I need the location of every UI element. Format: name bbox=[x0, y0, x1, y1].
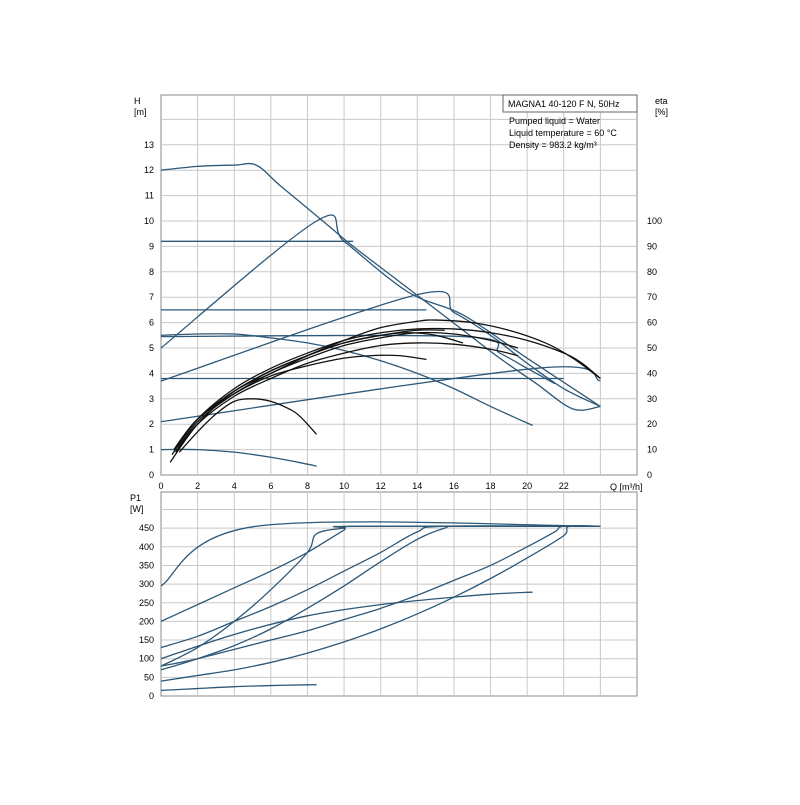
title-box bbox=[502, 94, 638, 113]
head-curve bbox=[160, 162, 601, 411]
head-tick-label: 3 bbox=[149, 394, 154, 404]
power-y-ticks: 0 50 100 150 200 250 300 350 400 450 bbox=[139, 523, 154, 701]
head-tick-label: 7 bbox=[149, 292, 154, 302]
axis-label-line: H bbox=[134, 96, 141, 106]
power-tick-label: 0 bbox=[149, 691, 154, 701]
head-curve bbox=[160, 334, 555, 385]
head-tick-label: 8 bbox=[149, 267, 154, 277]
eta-axis-label: eta [%] bbox=[655, 96, 668, 117]
power-curve bbox=[160, 525, 601, 667]
head-tick-label: 13 bbox=[144, 140, 154, 150]
eta-tick-label: 80 bbox=[647, 267, 657, 277]
power-tick-label: 100 bbox=[139, 654, 154, 664]
q-tick-label: 12 bbox=[376, 481, 386, 491]
q-tick-label: 16 bbox=[449, 481, 459, 491]
q-tick-label: 10 bbox=[339, 481, 349, 491]
eta-tick-label: 30 bbox=[647, 394, 657, 404]
axis-label-line: [%] bbox=[655, 107, 668, 117]
head-tick-label: 0 bbox=[149, 470, 154, 480]
power-tick-label: 250 bbox=[139, 598, 154, 608]
power-curves bbox=[160, 521, 601, 692]
efficiency-curve bbox=[178, 398, 318, 453]
eta-tick-label: 40 bbox=[647, 368, 657, 378]
q-tick-label: 18 bbox=[486, 481, 496, 491]
power-curve bbox=[160, 684, 317, 692]
power-curve bbox=[160, 524, 601, 682]
power-curve bbox=[160, 591, 534, 660]
head-tick-label: 6 bbox=[149, 318, 154, 328]
head-curve bbox=[160, 214, 601, 407]
annotation-liquid: Pumped liquid = Water bbox=[509, 116, 600, 126]
efficiency-curves bbox=[169, 319, 601, 463]
axis-label-line: P1 bbox=[130, 493, 141, 503]
head-tick-label: 12 bbox=[144, 165, 154, 175]
q-tick-label: 0 bbox=[158, 481, 163, 491]
head-tick-label: 4 bbox=[149, 368, 154, 378]
head-tick-label: 1 bbox=[149, 445, 154, 455]
q-x-ticks: 0 2 4 6 8 10 12 14 16 18 20 22 bbox=[158, 481, 568, 491]
head-tick-label: 2 bbox=[149, 419, 154, 429]
axis-label-line: eta bbox=[655, 96, 668, 106]
chart-title: MAGNA1 40-120 F N, 50Hz bbox=[508, 99, 620, 109]
power-curve bbox=[160, 525, 601, 671]
annotation-density: Density = 983.2 kg/m³ bbox=[509, 140, 597, 150]
q-tick-label: 4 bbox=[232, 481, 237, 491]
head-tick-label: 9 bbox=[149, 241, 154, 251]
eta-tick-label: 20 bbox=[647, 419, 657, 429]
head-curve bbox=[160, 333, 533, 427]
q-tick-label: 2 bbox=[195, 481, 200, 491]
axis-label-line: [m] bbox=[134, 107, 147, 117]
head-curve bbox=[160, 448, 317, 467]
q-tick-label: 20 bbox=[522, 481, 532, 491]
eta-tick-label: 60 bbox=[647, 318, 657, 328]
head-plot-frame bbox=[160, 94, 638, 476]
q-tick-label: 8 bbox=[305, 481, 310, 491]
eta-tick-label: 100 bbox=[647, 216, 662, 226]
head-tick-label: 11 bbox=[145, 191, 154, 201]
power-tick-label: 400 bbox=[139, 542, 154, 552]
power-tick-label: 300 bbox=[139, 579, 154, 589]
head-grid bbox=[161, 95, 637, 475]
eta-tick-label: 90 bbox=[647, 241, 657, 251]
head-tick-label: 5 bbox=[149, 343, 154, 353]
annotation-temperature: Liquid temperature = 60 °C bbox=[509, 128, 617, 138]
head-axis-label: H [m] bbox=[134, 96, 147, 117]
efficiency-curve bbox=[176, 329, 445, 448]
power-tick-label: 200 bbox=[139, 616, 154, 626]
power-tick-label: 150 bbox=[139, 635, 154, 645]
q-tick-label: 6 bbox=[268, 481, 273, 491]
efficiency-curve bbox=[171, 327, 601, 456]
q-tick-label: 22 bbox=[559, 481, 569, 491]
power-tick-label: 450 bbox=[139, 523, 154, 533]
eta-tick-label: 50 bbox=[647, 343, 657, 353]
eta-y-ticks: 0 10 20 30 40 50 60 70 80 90 100 bbox=[647, 216, 662, 480]
power-curve bbox=[160, 525, 601, 649]
eta-tick-label: 10 bbox=[647, 445, 657, 455]
power-grid bbox=[161, 492, 637, 696]
axis-label-line: [W] bbox=[130, 504, 144, 514]
head-tick-label: 10 bbox=[144, 216, 154, 226]
q-tick-label: 14 bbox=[412, 481, 422, 491]
efficiency-curve bbox=[175, 342, 519, 453]
eta-tick-label: 0 bbox=[647, 470, 652, 480]
power-tick-label: 50 bbox=[144, 672, 154, 682]
eta-tick-label: 70 bbox=[647, 292, 657, 302]
power-tick-label: 350 bbox=[139, 560, 154, 570]
power-curve bbox=[160, 521, 601, 587]
power-axis-label: P1 [W] bbox=[130, 493, 144, 514]
efficiency-curve bbox=[175, 331, 519, 453]
q-axis-label: Q [m³/h] bbox=[610, 482, 643, 492]
